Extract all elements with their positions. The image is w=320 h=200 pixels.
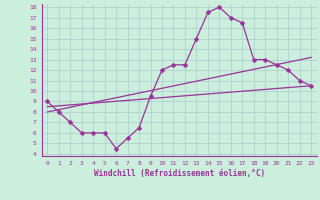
X-axis label: Windchill (Refroidissement éolien,°C): Windchill (Refroidissement éolien,°C) bbox=[94, 169, 265, 178]
